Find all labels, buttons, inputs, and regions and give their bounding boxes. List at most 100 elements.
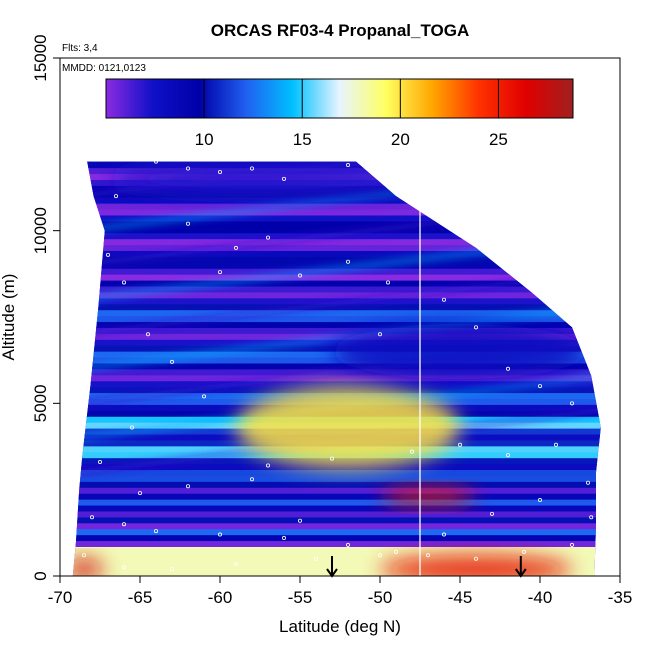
curtain-band xyxy=(72,256,601,263)
x-tick-label: -65 xyxy=(128,588,153,607)
curtain-band xyxy=(72,321,601,328)
sample-point xyxy=(522,549,527,554)
sample-point xyxy=(505,366,510,371)
feature-surface_high xyxy=(72,558,104,576)
curtain-band xyxy=(72,291,601,299)
colorbar-tick-label: 25 xyxy=(489,130,508,149)
x-tick-label: -35 xyxy=(608,588,633,607)
sample-point xyxy=(217,169,222,174)
sample-point xyxy=(345,163,350,168)
sample-points xyxy=(82,159,594,572)
sample-point xyxy=(217,532,222,537)
sample-point xyxy=(489,511,494,516)
x-tick-label: -45 xyxy=(448,588,473,607)
flights-note: Flts: 3,4 xyxy=(62,43,98,54)
curtain-band xyxy=(72,226,601,234)
sample-point xyxy=(505,453,510,458)
curtain-band xyxy=(72,214,601,222)
colorbar-tick-label: 15 xyxy=(293,130,312,149)
sample-point xyxy=(329,456,334,461)
sample-point xyxy=(425,553,430,558)
colorbar-gradient xyxy=(105,78,574,119)
y-axis: 0 5000 10000 15000 xyxy=(31,34,60,581)
curtain-band xyxy=(72,356,601,364)
curtain-band xyxy=(72,504,601,512)
sample-point xyxy=(201,394,206,399)
sample-point xyxy=(185,484,190,489)
sample-point xyxy=(473,325,478,330)
sample-point xyxy=(313,556,318,561)
curtain-band xyxy=(72,499,601,506)
curtain-band xyxy=(72,374,601,382)
x-axis-label: Latitude (deg N) xyxy=(279,617,401,636)
curtain-band xyxy=(72,522,601,530)
sample-point xyxy=(265,235,270,240)
curtain-band xyxy=(72,250,601,257)
curtain-band xyxy=(72,487,601,494)
curtain-band xyxy=(72,516,601,524)
curtain-field xyxy=(72,161,601,576)
sample-point xyxy=(106,252,111,257)
sample-point xyxy=(82,553,87,558)
y-axis-label: Altitude (m) xyxy=(0,274,18,361)
sample-point xyxy=(345,542,350,547)
curtain-band xyxy=(72,570,601,576)
feature-layer_high xyxy=(380,487,476,506)
y-tick-label: 15000 xyxy=(31,34,50,81)
sample-point xyxy=(169,359,174,364)
dates-note: MMDD: 0121,0123 xyxy=(62,63,146,74)
streak xyxy=(75,303,601,372)
sample-point xyxy=(90,515,95,520)
sample-point xyxy=(570,542,575,547)
sample-point xyxy=(385,280,390,285)
sample-point xyxy=(281,536,286,541)
sample-point xyxy=(473,556,478,561)
sample-point xyxy=(122,280,127,285)
curtain-band xyxy=(72,510,601,518)
sample-point xyxy=(169,567,174,572)
sample-point xyxy=(409,449,414,454)
feature-surface_high xyxy=(380,555,572,576)
sample-point xyxy=(233,561,238,566)
curtain-band xyxy=(72,564,601,571)
sample-point xyxy=(297,518,302,523)
curtain-band xyxy=(72,493,601,500)
curtain-band xyxy=(72,528,601,536)
y-tick-label: 0 xyxy=(31,571,50,580)
sample-point xyxy=(217,270,222,275)
sample-point xyxy=(153,159,158,164)
curtain-band xyxy=(72,274,601,281)
curtain-band xyxy=(72,244,601,251)
sample-point xyxy=(345,259,350,264)
sample-point xyxy=(249,166,254,171)
plot-area xyxy=(72,159,601,578)
sample-point xyxy=(185,166,190,171)
curtain-band xyxy=(72,380,601,388)
sample-point xyxy=(153,529,158,534)
curtain-band xyxy=(72,315,601,323)
sample-point xyxy=(129,425,134,430)
colorbar-tick-label: 10 xyxy=(195,130,214,149)
curtain-band xyxy=(72,191,601,198)
colorbar: 10 15 20 25 xyxy=(105,78,574,149)
curtain-band xyxy=(72,203,601,210)
x-tick-label: -40 xyxy=(528,588,553,607)
curtain-band xyxy=(72,303,601,311)
curtain-band xyxy=(72,362,601,370)
sample-point xyxy=(122,565,127,570)
sample-point xyxy=(114,194,119,199)
y-tick-label: 5000 xyxy=(31,384,50,422)
colorbar-ticks: 10 15 20 25 xyxy=(195,79,508,149)
sample-point xyxy=(554,442,559,447)
sample-point xyxy=(441,532,446,537)
sample-point xyxy=(441,297,446,302)
sample-point xyxy=(281,176,286,181)
sample-point xyxy=(586,480,591,485)
streak xyxy=(75,269,601,338)
curtain-band xyxy=(72,208,601,216)
colorbar-tick-label: 20 xyxy=(391,130,410,149)
curtain-band xyxy=(72,285,601,293)
sample-point xyxy=(570,401,575,406)
sample-point xyxy=(377,332,382,337)
